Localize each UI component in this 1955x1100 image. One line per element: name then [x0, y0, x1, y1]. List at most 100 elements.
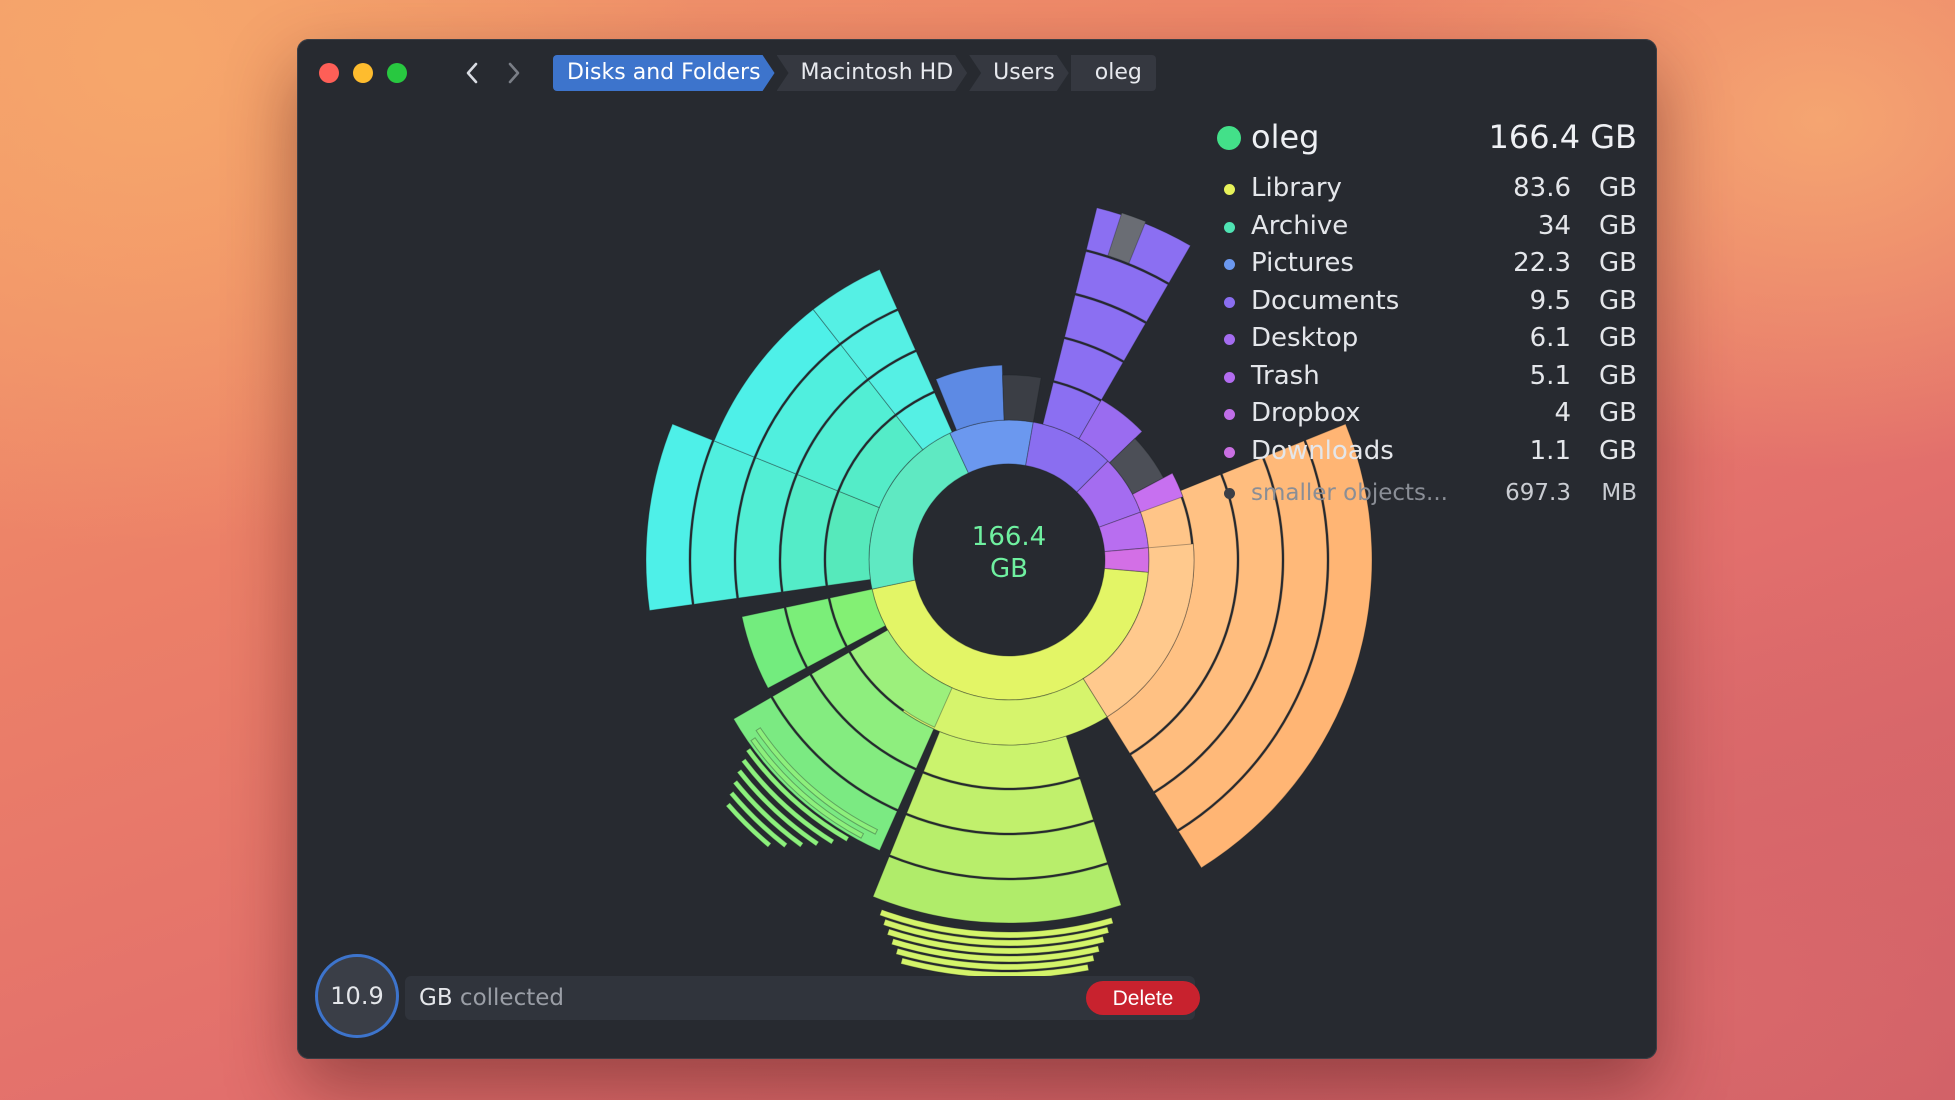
legend-row-smaller-objects[interactable]: smaller objects... 697.3 MB: [1217, 474, 1637, 512]
collector-drop-target[interactable]: 10.9: [315, 954, 399, 1038]
legend-row-archive[interactable]: Archive 34 GB: [1217, 208, 1637, 246]
sunburst-arc-archive-sub[interactable]: [867, 351, 935, 415]
sunburst-arc-library-file[interactable]: [879, 908, 1114, 939]
sunburst-arc-desktop[interactable]: [1076, 460, 1142, 528]
sunburst-arc-large-folder[interactable]: [1130, 457, 1283, 793]
sunburst-arc-library-left-file[interactable]: [750, 737, 865, 839]
sunburst-arc-archive-lower[interactable]: [829, 588, 887, 647]
legend-item-size: 83.6: [1513, 173, 1571, 203]
collector-status: collected: [459, 985, 564, 1011]
legend-row-documents[interactable]: Documents 9.5 GB: [1217, 283, 1637, 321]
sunburst-arc-archive-sub[interactable]: [780, 473, 839, 593]
legend-row-pictures[interactable]: Pictures 22.3 GB: [1217, 245, 1637, 283]
legend-color-dot: [1224, 371, 1235, 383]
legend-item-name: Desktop: [1251, 323, 1359, 353]
breadcrumb-users[interactable]: Users: [969, 55, 1069, 91]
sunburst-arc-documents-sub[interactable]: [1064, 294, 1147, 362]
sunburst-arc-library-left-file[interactable]: [732, 779, 804, 848]
sunburst-arc-library-sub[interactable]: [872, 856, 1122, 924]
chevron-left-icon: [466, 62, 478, 84]
legend-color-dot: [1224, 334, 1235, 345]
back-button[interactable]: [458, 55, 488, 91]
legend-item-name: Trash: [1251, 360, 1320, 391]
sunburst-arc-library[interactable]: [871, 567, 1150, 701]
sunburst-arc-other[interactable]: [1107, 212, 1147, 264]
legend-item-unit: MB: [1601, 480, 1637, 506]
sunburst-arc-other[interactable]: [1109, 437, 1165, 495]
sunburst-arc-library-file[interactable]: [886, 928, 1105, 955]
sunburst-arc-pictures[interactable]: [949, 419, 1034, 474]
folder-color-dot: [1217, 126, 1241, 150]
sunburst-arc-library-left-file[interactable]: [725, 802, 772, 848]
sunburst-arc-library-file[interactable]: [890, 938, 1101, 963]
breadcrumb-disks-and-folders[interactable]: Disks and Folders: [553, 55, 775, 91]
legend-color-dot: [1224, 409, 1235, 420]
minimize-window-button[interactable]: [353, 63, 373, 83]
sunburst-arc-archive-sub[interactable]: [840, 309, 917, 380]
sunburst-arc-library-left-file[interactable]: [736, 768, 820, 847]
sunburst-arc-library-sub[interactable]: [906, 772, 1094, 834]
sunburst-arc-large-folder[interactable]: [1154, 440, 1328, 831]
sunburst-arc-library-sub[interactable]: [889, 814, 1108, 879]
sunburst-arc-documents-sub[interactable]: [1074, 250, 1169, 323]
sunburst-arc-library-left-file[interactable]: [755, 727, 879, 835]
sunburst-arc-archive-sub[interactable]: [825, 490, 880, 587]
delete-button[interactable]: Delete: [1086, 981, 1200, 1015]
breadcrumb: Disks and Folders Macintosh HD Users ole…: [553, 55, 1158, 91]
sunburst-arc-archive-sub[interactable]: [755, 344, 869, 475]
legend-item-unit: GB: [1599, 173, 1637, 203]
close-window-button[interactable]: [319, 63, 339, 83]
legend-row-trash[interactable]: Trash 5.1 GB: [1217, 358, 1637, 396]
sunburst-arc-documents-sub[interactable]: [1053, 338, 1124, 401]
legend-item-name: Archive: [1251, 210, 1349, 241]
sunburst-arc-large-folder[interactable]: [1177, 423, 1373, 869]
sunburst-arc-library-left[interactable]: [771, 674, 917, 811]
breadcrumb-macintosh-hd[interactable]: Macintosh HD: [777, 55, 968, 91]
legend-item-unit: GB: [1599, 285, 1637, 316]
sunburst-center-total[interactable]: 166.4 GB: [945, 521, 1073, 585]
folder-contents-list: Library 83.6 GB Archive 34 GB Pictures 22.3 GB Do…: [1217, 170, 1637, 512]
breadcrumb-oleg[interactable]: oleg: [1070, 55, 1156, 91]
legend-row-dropbox[interactable]: Dropbox 4 GB: [1217, 395, 1637, 433]
legend-item-name: Dropbox: [1251, 398, 1361, 428]
folder-name: oleg: [1251, 118, 1320, 156]
sunburst-arc-trash[interactable]: [1098, 511, 1150, 553]
sunburst-arc-archive-sub[interactable]: [645, 423, 713, 612]
sunburst-arc-archive-sub[interactable]: [812, 268, 898, 344]
legend-row-downloads[interactable]: Downloads 1.1 GB: [1217, 433, 1637, 471]
legend-color-dot: [1224, 184, 1235, 195]
legend-item-name: Downloads: [1251, 435, 1394, 466]
forward-button[interactable]: [498, 55, 528, 91]
legend-color-dot: [1224, 259, 1235, 270]
legend-row-library[interactable]: Library 83.6 GB: [1217, 170, 1637, 208]
sunburst-arc-library-left[interactable]: [849, 629, 953, 728]
disk-usage-sunburst[interactable]: [297, 39, 1657, 1059]
sunburst-arc-library-left[interactable]: [732, 696, 898, 852]
sunburst-arc-documents-sub[interactable]: [1042, 381, 1102, 440]
sunburst-arc-library-left-file[interactable]: [728, 790, 789, 849]
sunburst-arc-other[interactable]: [1002, 374, 1042, 423]
legend-color-dot: [1224, 446, 1235, 458]
legend-item-unit: GB: [1599, 398, 1637, 428]
legend-row-desktop[interactable]: Desktop 6.1 GB: [1217, 320, 1637, 358]
sunburst-arc-library-file[interactable]: [882, 918, 1110, 947]
sunburst-arc-library-left[interactable]: [810, 651, 935, 769]
sunburst-arc-trash-sub[interactable]: [1131, 472, 1184, 513]
sunburst-arc-documents[interactable]: [1025, 421, 1109, 493]
sunburst-arc-library-left-file[interactable]: [740, 757, 835, 845]
legend-item-unit: GB: [1599, 323, 1637, 353]
sunburst-arc-archive-lower[interactable]: [741, 607, 807, 689]
sunburst-arc-archive-lower[interactable]: [785, 597, 847, 668]
legend-color-dot: [1224, 221, 1235, 233]
zoom-window-button[interactable]: [387, 63, 407, 83]
sunburst-arc-library-left-file[interactable]: [745, 747, 850, 843]
sunburst-arc-archive-sub[interactable]: [713, 308, 841, 458]
sunburst-arc-archive-sub[interactable]: [895, 392, 953, 451]
legend-item-name: Documents: [1251, 285, 1400, 316]
legend-item-name: Pictures: [1251, 248, 1354, 278]
app-window: Disks and Folders Macintosh HD Users ole…: [297, 39, 1657, 1059]
sunburst-arc-library-file[interactable]: [895, 947, 1095, 971]
sunburst-arc-archive-sub[interactable]: [796, 379, 896, 492]
sunburst-arc-dropbox[interactable]: [1104, 547, 1150, 573]
collector-unit: GB: [419, 985, 453, 1011]
